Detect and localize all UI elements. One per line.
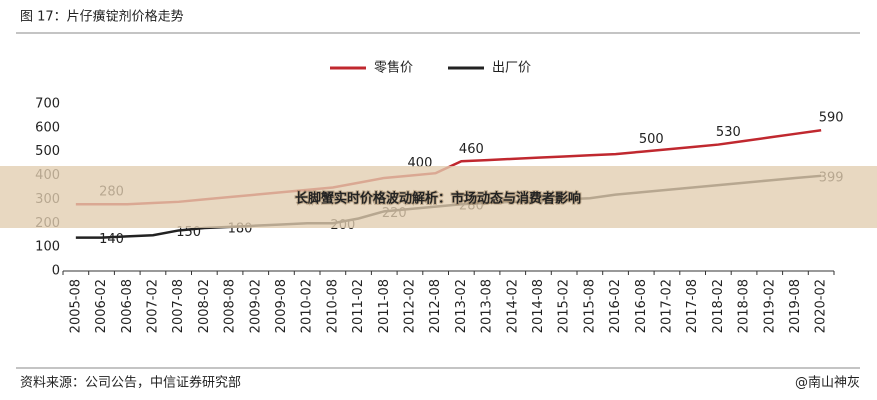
x-tick-label: 2017-08	[685, 279, 700, 333]
data-label: 460	[459, 142, 484, 157]
source: 资料来源：公司公告，中信证券研究部	[20, 375, 241, 391]
x-tick-label: 2011-08	[377, 279, 392, 333]
x-tick-label: 2014-02	[505, 279, 520, 333]
x-tick-label: 2020-02	[814, 279, 829, 333]
x-tick-label: 2013-02	[454, 279, 469, 333]
x-tick-label: 2019-02	[762, 279, 777, 333]
x-tick-label: 2010-02	[300, 279, 315, 333]
x-tick-label: 2016-08	[634, 279, 649, 333]
x-tick-label: 2007-02	[145, 279, 160, 333]
x-tick-label: 2015-08	[582, 279, 597, 333]
x-tick-label: 2019-08	[788, 279, 803, 333]
x-tick-label: 2009-08	[274, 279, 289, 333]
banner-band	[0, 166, 877, 228]
y-tick-label: 500	[35, 144, 60, 159]
x-tick-label: 2010-08	[325, 279, 340, 333]
chart-title: 图 17：片仔癀锭剂价格走势	[20, 9, 184, 25]
data-label: 530	[716, 125, 741, 140]
x-tick-label: 2015-02	[557, 279, 572, 333]
x-tick-label: 2007-08	[171, 279, 186, 333]
watermark: @南山神灰	[795, 375, 860, 391]
x-tick-label: 2018-08	[737, 279, 752, 333]
y-tick-label: 600	[35, 120, 60, 135]
x-tick-label: 2013-08	[480, 279, 495, 333]
x-tick-label: 2011-02	[351, 279, 366, 333]
legend-label: 零售价	[374, 60, 413, 76]
x-tick-label: 2008-08	[223, 279, 238, 333]
x-tick-label: 2012-08	[428, 279, 443, 333]
x-tick-label: 2006-08	[120, 279, 135, 333]
data-label: 590	[819, 111, 844, 126]
x-tick-label: 2017-02	[659, 279, 674, 333]
data-label: 500	[639, 132, 664, 147]
x-tick-label: 2009-02	[248, 279, 263, 333]
data-label: 150	[176, 225, 201, 240]
x-tick-label: 2008-02	[197, 279, 212, 333]
x-tick-label: 2006-02	[94, 279, 109, 333]
y-tick-label: 700	[35, 97, 60, 112]
y-tick-label: 0	[52, 264, 60, 279]
x-tick-label: 2018-02	[711, 279, 726, 333]
x-tick-label: 2005-08	[68, 279, 83, 333]
x-tick-label: 2014-08	[531, 279, 546, 333]
legend-label: 出厂价	[492, 61, 531, 76]
x-tick-label: 2012-02	[402, 279, 417, 333]
data-label: 140	[99, 232, 124, 247]
banner-text: 长脚蟹实时价格波动解析：市场动态与消费者影响	[295, 191, 581, 207]
y-tick-label: 100	[35, 240, 60, 255]
x-tick-label: 2016-02	[608, 279, 623, 333]
